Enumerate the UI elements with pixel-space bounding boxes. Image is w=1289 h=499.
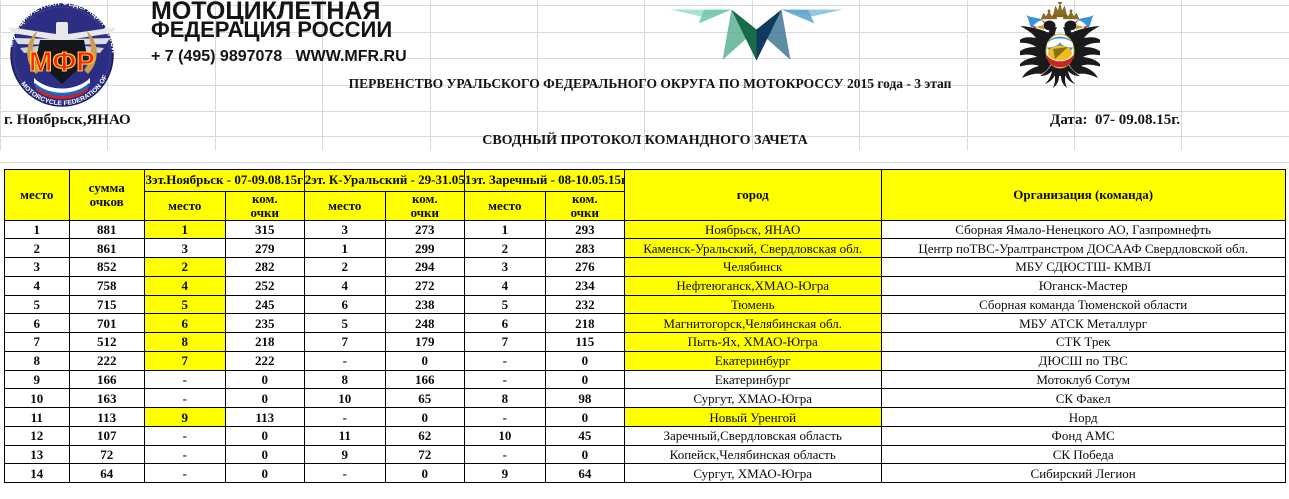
svg-text:МФР: МФР (29, 46, 95, 77)
